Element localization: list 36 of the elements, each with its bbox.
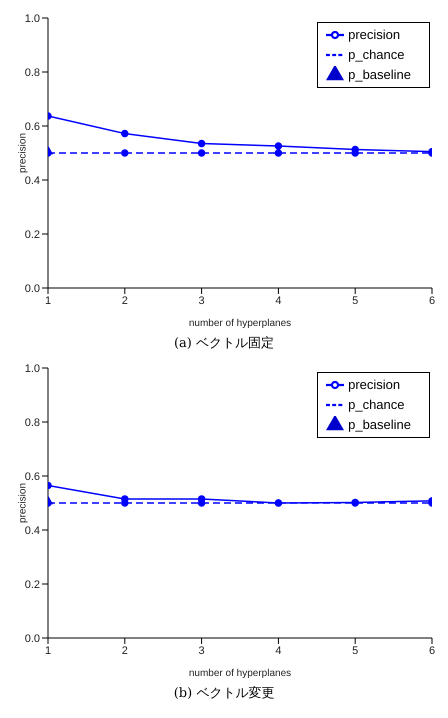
y-tick-label: 0.2: [24, 578, 40, 591]
y-axis-title: precision: [18, 132, 29, 174]
y-tick-label: 0.0: [24, 632, 40, 645]
legend-label: p_chance: [348, 397, 404, 412]
y-tick-label: 0.2: [24, 228, 40, 241]
text: (b) ベクトル変更: [172, 685, 276, 702]
y-tick-label: 0.4: [24, 174, 40, 187]
x-axis-title: number of hyperplanes: [188, 668, 292, 679]
y-tick-label: 0.6: [24, 470, 40, 483]
y-axis-title: precision: [18, 482, 29, 524]
y-tick-label: 0.8: [24, 66, 40, 79]
x-tick-label: 5: [352, 644, 358, 657]
y-tick-label: 0.0: [24, 282, 40, 295]
x-tick-label: 3: [198, 644, 205, 657]
legend-label: p_baseline: [348, 67, 411, 82]
y-tick-label: 1.0: [24, 362, 40, 375]
y-tick-label: 1.0: [24, 12, 40, 25]
x-tick-label: 5: [352, 294, 358, 307]
x-tick-label: 1: [44, 644, 52, 657]
x-tick-label: 4: [275, 294, 282, 307]
y-tick-label: 0.4: [24, 524, 40, 537]
y-tick-label: 0.6: [24, 120, 40, 133]
y-tick-label: 0.8: [24, 416, 40, 429]
x-tick-label: 4: [275, 644, 282, 657]
legend-label: precision: [348, 27, 400, 42]
legend-label: p_baseline: [348, 417, 411, 432]
x-axis-title: number of hyperplanes: [188, 318, 292, 329]
x-tick-label: 1: [44, 294, 52, 307]
text: (a) ベクトル固定: [172, 335, 276, 352]
legend-label: p_chance: [348, 47, 404, 62]
x-tick-label: 3: [198, 294, 205, 307]
legend-label: precision: [348, 377, 400, 392]
x-tick-label: 6: [428, 644, 436, 657]
x-tick-label: 6: [428, 294, 436, 307]
x-tick-label: 2: [122, 294, 128, 307]
x-tick-label: 2: [122, 644, 128, 657]
